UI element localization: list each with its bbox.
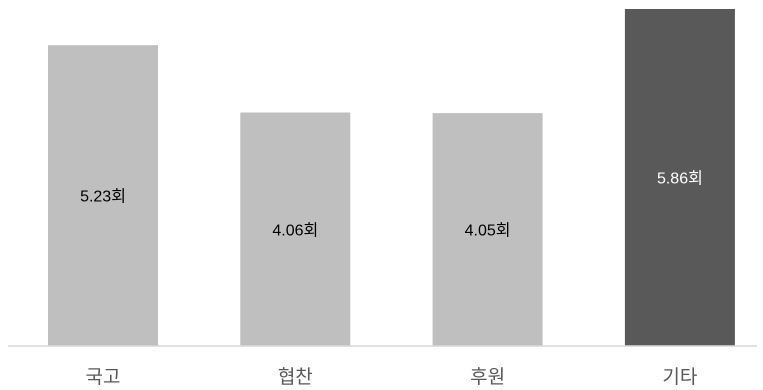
bar-3 [432, 113, 543, 346]
data-label-3: 4.05회 [465, 222, 511, 240]
data-label-4: 5.86회 [657, 170, 703, 188]
category-label-2: 협찬 [278, 366, 313, 388]
data-label-2: 4.06회 [272, 221, 318, 239]
bars-group [48, 9, 735, 346]
category-label-4: 기타 [662, 366, 697, 388]
labels-group: 5.23회 4.06회 4.05회 5.86회 [80, 170, 703, 240]
data-label-1: 5.23회 [80, 188, 126, 206]
bar-2 [240, 112, 351, 346]
category-label-3: 후원 [470, 366, 505, 388]
bar-1 [48, 45, 158, 346]
category-label-1: 국고 [86, 366, 121, 388]
bar-4 [624, 9, 735, 346]
category-labels-group: 국고 협찬 후원 기타 [86, 366, 698, 388]
